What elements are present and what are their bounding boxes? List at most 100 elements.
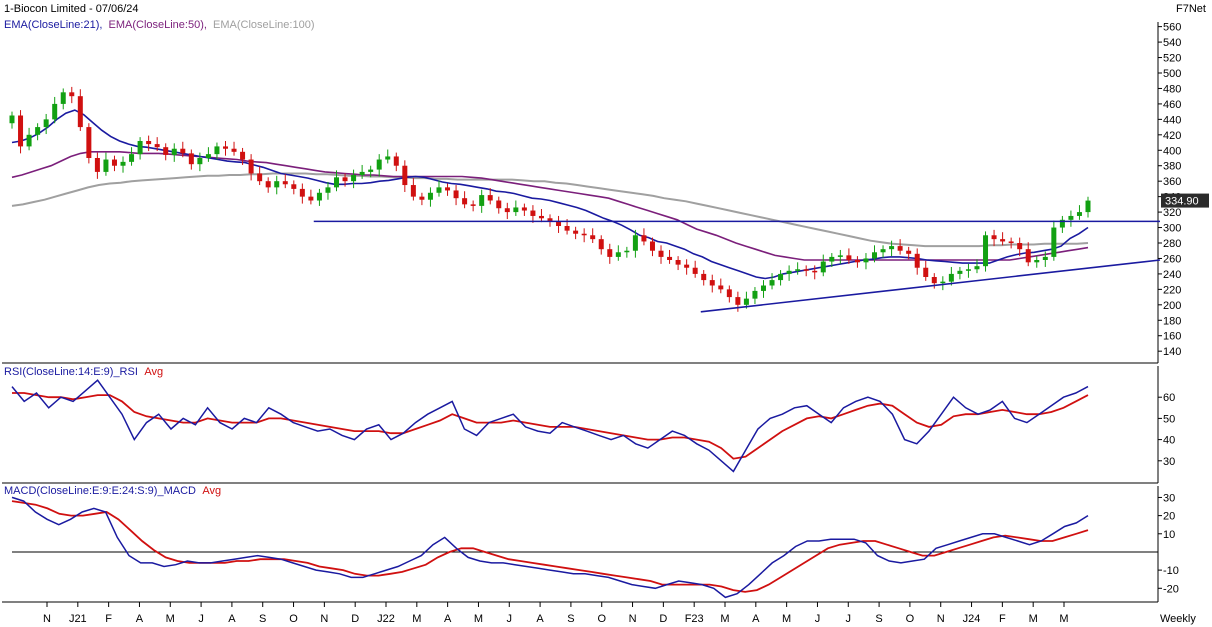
x-tick-label: J22 [377,613,395,625]
candle-body [342,177,348,182]
x-axis: N J21 F A M J A S O N D J22 M A M J A S O N D F23 M A M J J S O N J24 F… [43,602,1069,625]
candle-body [325,187,331,193]
x-tick-label: N [629,613,637,625]
candle-body [983,235,989,267]
candle-body [9,115,15,124]
rsi-panel: RSI(CloseLine:14:E:9)_RSI Avg 30 40 50 60 [2,366,1175,484]
candle-body [470,204,476,206]
candle-body [701,273,707,281]
candle-body [103,159,109,172]
candle-body [436,187,442,193]
candle-body [948,273,954,282]
candle-body [743,298,749,305]
candle-body [453,190,459,199]
x-tick-label: J24 [963,613,981,625]
price-panel: 1401601802002202402602803003203403603804… [2,22,1209,364]
candle-body [197,158,203,165]
brand-label: F7Net [1176,3,1206,15]
macd-y-axis: -20 -10 10 20 30 [1158,492,1179,595]
candle-body [334,177,340,188]
candle-body [291,184,297,189]
macd-legend: MACD(CloseLine:E:9:E:24:S:9)_MACD Avg [4,485,221,497]
x-tick-label: M [474,613,483,625]
candle-body [1034,260,1040,263]
price-tick-label: 420 [1163,130,1181,142]
x-tick-label: N [43,613,51,625]
candle-body [863,258,869,263]
candle-body [556,221,562,226]
x-tick-label: J [846,613,852,625]
candle-body [52,103,58,120]
x-tick-label: S [567,613,574,625]
candle-body [137,141,143,155]
x-tick-label: F [999,613,1006,625]
candle-body [846,255,852,260]
x-tick-label: J21 [69,613,87,625]
candle-body [590,235,596,240]
x-tick-label: J [198,613,204,625]
candle-body [889,246,895,250]
candle-body [1042,256,1048,260]
x-tick-label: M [1029,613,1038,625]
x-tick-label: S [875,613,882,625]
macd-tick-label: -10 [1163,565,1179,577]
x-tick-label: A [444,613,452,625]
candle-body [658,250,664,257]
candle-body [769,280,775,286]
candle-body [607,249,613,257]
candle-body [1059,219,1065,228]
price-tick-label: 320 [1163,207,1181,219]
price-tick-label: 200 [1163,300,1181,312]
price-tick-label: 520 [1163,53,1181,65]
x-tick-label: A [136,613,144,625]
candle-body [581,233,587,236]
x-tick-label: O [906,613,915,625]
trendlines [313,220,1161,313]
candle-body [1068,215,1074,220]
legend-ema50: EMA(CloseLine:50), [109,19,207,31]
candle-body [684,264,690,268]
candle-body [564,226,570,231]
candle-body [965,269,971,271]
rsi-line [11,379,1089,473]
candle-body [205,154,211,158]
candle-body [111,159,117,166]
price-tick-label: 460 [1163,99,1181,111]
x-tick-label: N [937,613,945,625]
candle-body [974,266,980,270]
x-tick-label: D [351,613,359,625]
candle-body [504,208,510,213]
last-price-tag: 334.90 [1161,193,1209,208]
rsi-legend: RSI(CloseLine:14:E:9)_RSI Avg [4,366,163,378]
candle-body [778,273,784,281]
candle-body [598,239,604,250]
x-tick-label: N [320,613,328,625]
candle-body [163,147,169,155]
candle-body [692,267,698,274]
x-tick-label: M [412,613,421,625]
legend-ema100: EMA(CloseLine:100) [213,19,315,31]
candle-body [427,192,433,200]
candle-body [752,290,758,299]
price-legend: EMA(CloseLine:21), EMA(CloseLine:50), EM… [4,19,315,31]
candle-body [735,297,741,305]
candle-body [129,154,135,162]
candle-body [60,92,66,104]
x-tick-label: M [166,613,175,625]
candle-body [1051,227,1057,257]
price-tick-label: 140 [1163,346,1181,358]
price-tick-label: 160 [1163,331,1181,343]
candle-body [393,156,399,166]
candle-body [820,261,826,273]
candle-body [649,241,655,251]
price-tick-label: 240 [1163,269,1181,281]
macd-tick-label: 20 [1163,511,1175,523]
rsi-legend-main: RSI(CloseLine:14:E:9)_RSI [4,366,138,378]
x-tick-label: J [815,613,821,625]
candle-body [923,267,929,277]
candle-body [872,252,878,259]
candle-body [914,253,920,268]
x-tick-label: S [259,613,266,625]
